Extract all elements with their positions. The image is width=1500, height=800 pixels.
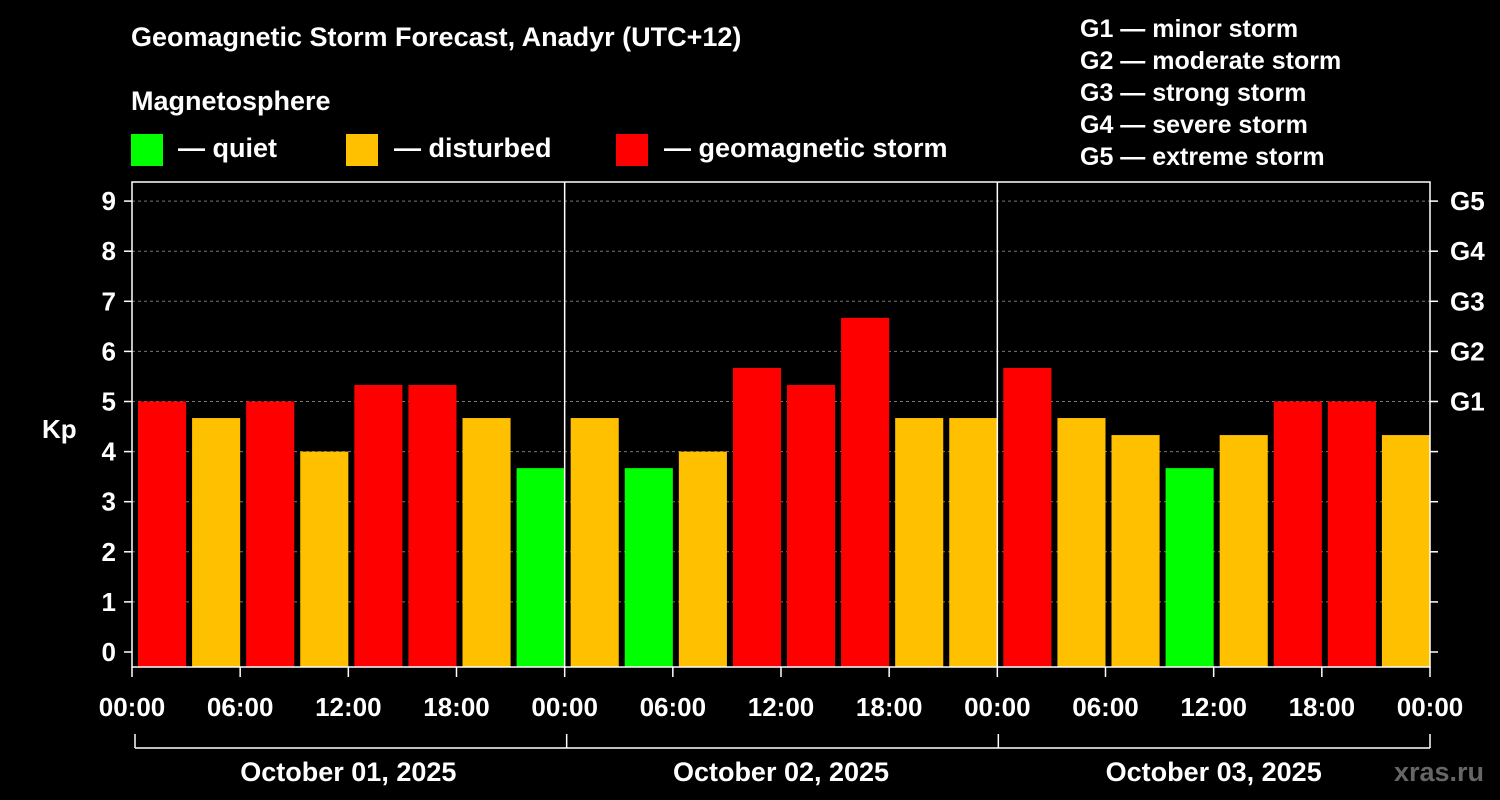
right-tick-label-g4: G4 [1450, 236, 1485, 266]
bar-7 [516, 468, 565, 667]
chart-title: Geomagnetic Storm Forecast, Anadyr (UTC+… [131, 22, 742, 52]
x-tick-label-5: 06:00 [640, 692, 707, 722]
legend-label-disturbed: — disturbed [394, 133, 552, 163]
scale-g5: G5 — extreme storm [1080, 143, 1325, 171]
bar-11 [732, 367, 781, 667]
x-tick-label-11: 18:00 [1289, 692, 1356, 722]
scale-g1: G1 — minor storm [1080, 15, 1299, 43]
bar-19 [1165, 468, 1214, 667]
x-tick-label-2: 12:00 [315, 692, 382, 722]
y-axis-label: Kp [42, 414, 77, 444]
day-label-1: October 02, 2025 [673, 757, 889, 787]
day-label-0: October 01, 2025 [240, 757, 456, 787]
y-tick-label-6: 6 [102, 336, 116, 366]
x-tick-label-6: 12:00 [748, 692, 815, 722]
bar-22 [1327, 401, 1376, 667]
day-label-2: October 03, 2025 [1106, 757, 1322, 787]
bar-3 [300, 451, 349, 667]
x-tick-label-9: 06:00 [1072, 692, 1139, 722]
x-tick-label-12: 00:00 [1397, 692, 1464, 722]
y-tick-label-0: 0 [102, 637, 116, 667]
bar-15 [949, 418, 998, 667]
x-tick-label-10: 12:00 [1180, 692, 1247, 722]
scale-g3: G3 — strong storm [1080, 79, 1307, 107]
bar-18 [1111, 435, 1160, 667]
bar-9 [624, 468, 673, 667]
y-tick-label-5: 5 [102, 387, 116, 417]
bar-16 [1003, 367, 1052, 667]
legend-label-storm: — geomagnetic storm [664, 133, 948, 163]
x-tick-label-0: 00:00 [99, 692, 166, 722]
legend-swatch-disturbed [346, 134, 378, 166]
watermark: xras.ru [1393, 757, 1484, 787]
bar-10 [678, 451, 727, 667]
x-tick-label-4: 00:00 [531, 692, 598, 722]
y-tick-label-7: 7 [102, 286, 116, 316]
right-tick-label-g2: G2 [1450, 336, 1485, 366]
legend-heading: Magnetosphere [131, 86, 331, 116]
bar-17 [1057, 418, 1106, 667]
legend-swatch-storm [616, 134, 648, 166]
bar-12 [787, 384, 836, 667]
right-tick-label-g5: G5 [1450, 186, 1485, 216]
bar-20 [1219, 435, 1268, 667]
bar-13 [841, 317, 890, 667]
bar-4 [354, 384, 403, 667]
bar-6 [462, 418, 511, 667]
y-tick-label-4: 4 [102, 437, 117, 467]
x-tick-label-8: 00:00 [964, 692, 1031, 722]
x-tick-label-1: 06:00 [207, 692, 274, 722]
bar-21 [1273, 401, 1322, 667]
bar-23 [1381, 435, 1430, 667]
bar-1 [192, 418, 241, 667]
x-tick-label-3: 18:00 [423, 692, 490, 722]
y-tick-label-8: 8 [102, 236, 116, 266]
y-tick-label-3: 3 [102, 487, 116, 517]
scale-g4: G4 — severe storm [1080, 111, 1308, 139]
right-tick-label-g3: G3 [1450, 286, 1485, 316]
scale-g2: G2 — moderate storm [1080, 47, 1342, 75]
bar-2 [246, 401, 295, 667]
bar-5 [408, 384, 457, 667]
y-tick-label-1: 1 [102, 587, 116, 617]
x-tick-label-7: 18:00 [856, 692, 923, 722]
bar-0 [138, 401, 187, 667]
right-tick-label-g1: G1 [1450, 387, 1485, 417]
y-tick-label-9: 9 [102, 186, 116, 216]
legend-label-quiet: — quiet [178, 133, 277, 163]
legend-swatch-quiet [131, 134, 163, 166]
y-tick-label-2: 2 [102, 537, 116, 567]
bar-14 [895, 418, 944, 667]
bar-8 [570, 418, 619, 667]
